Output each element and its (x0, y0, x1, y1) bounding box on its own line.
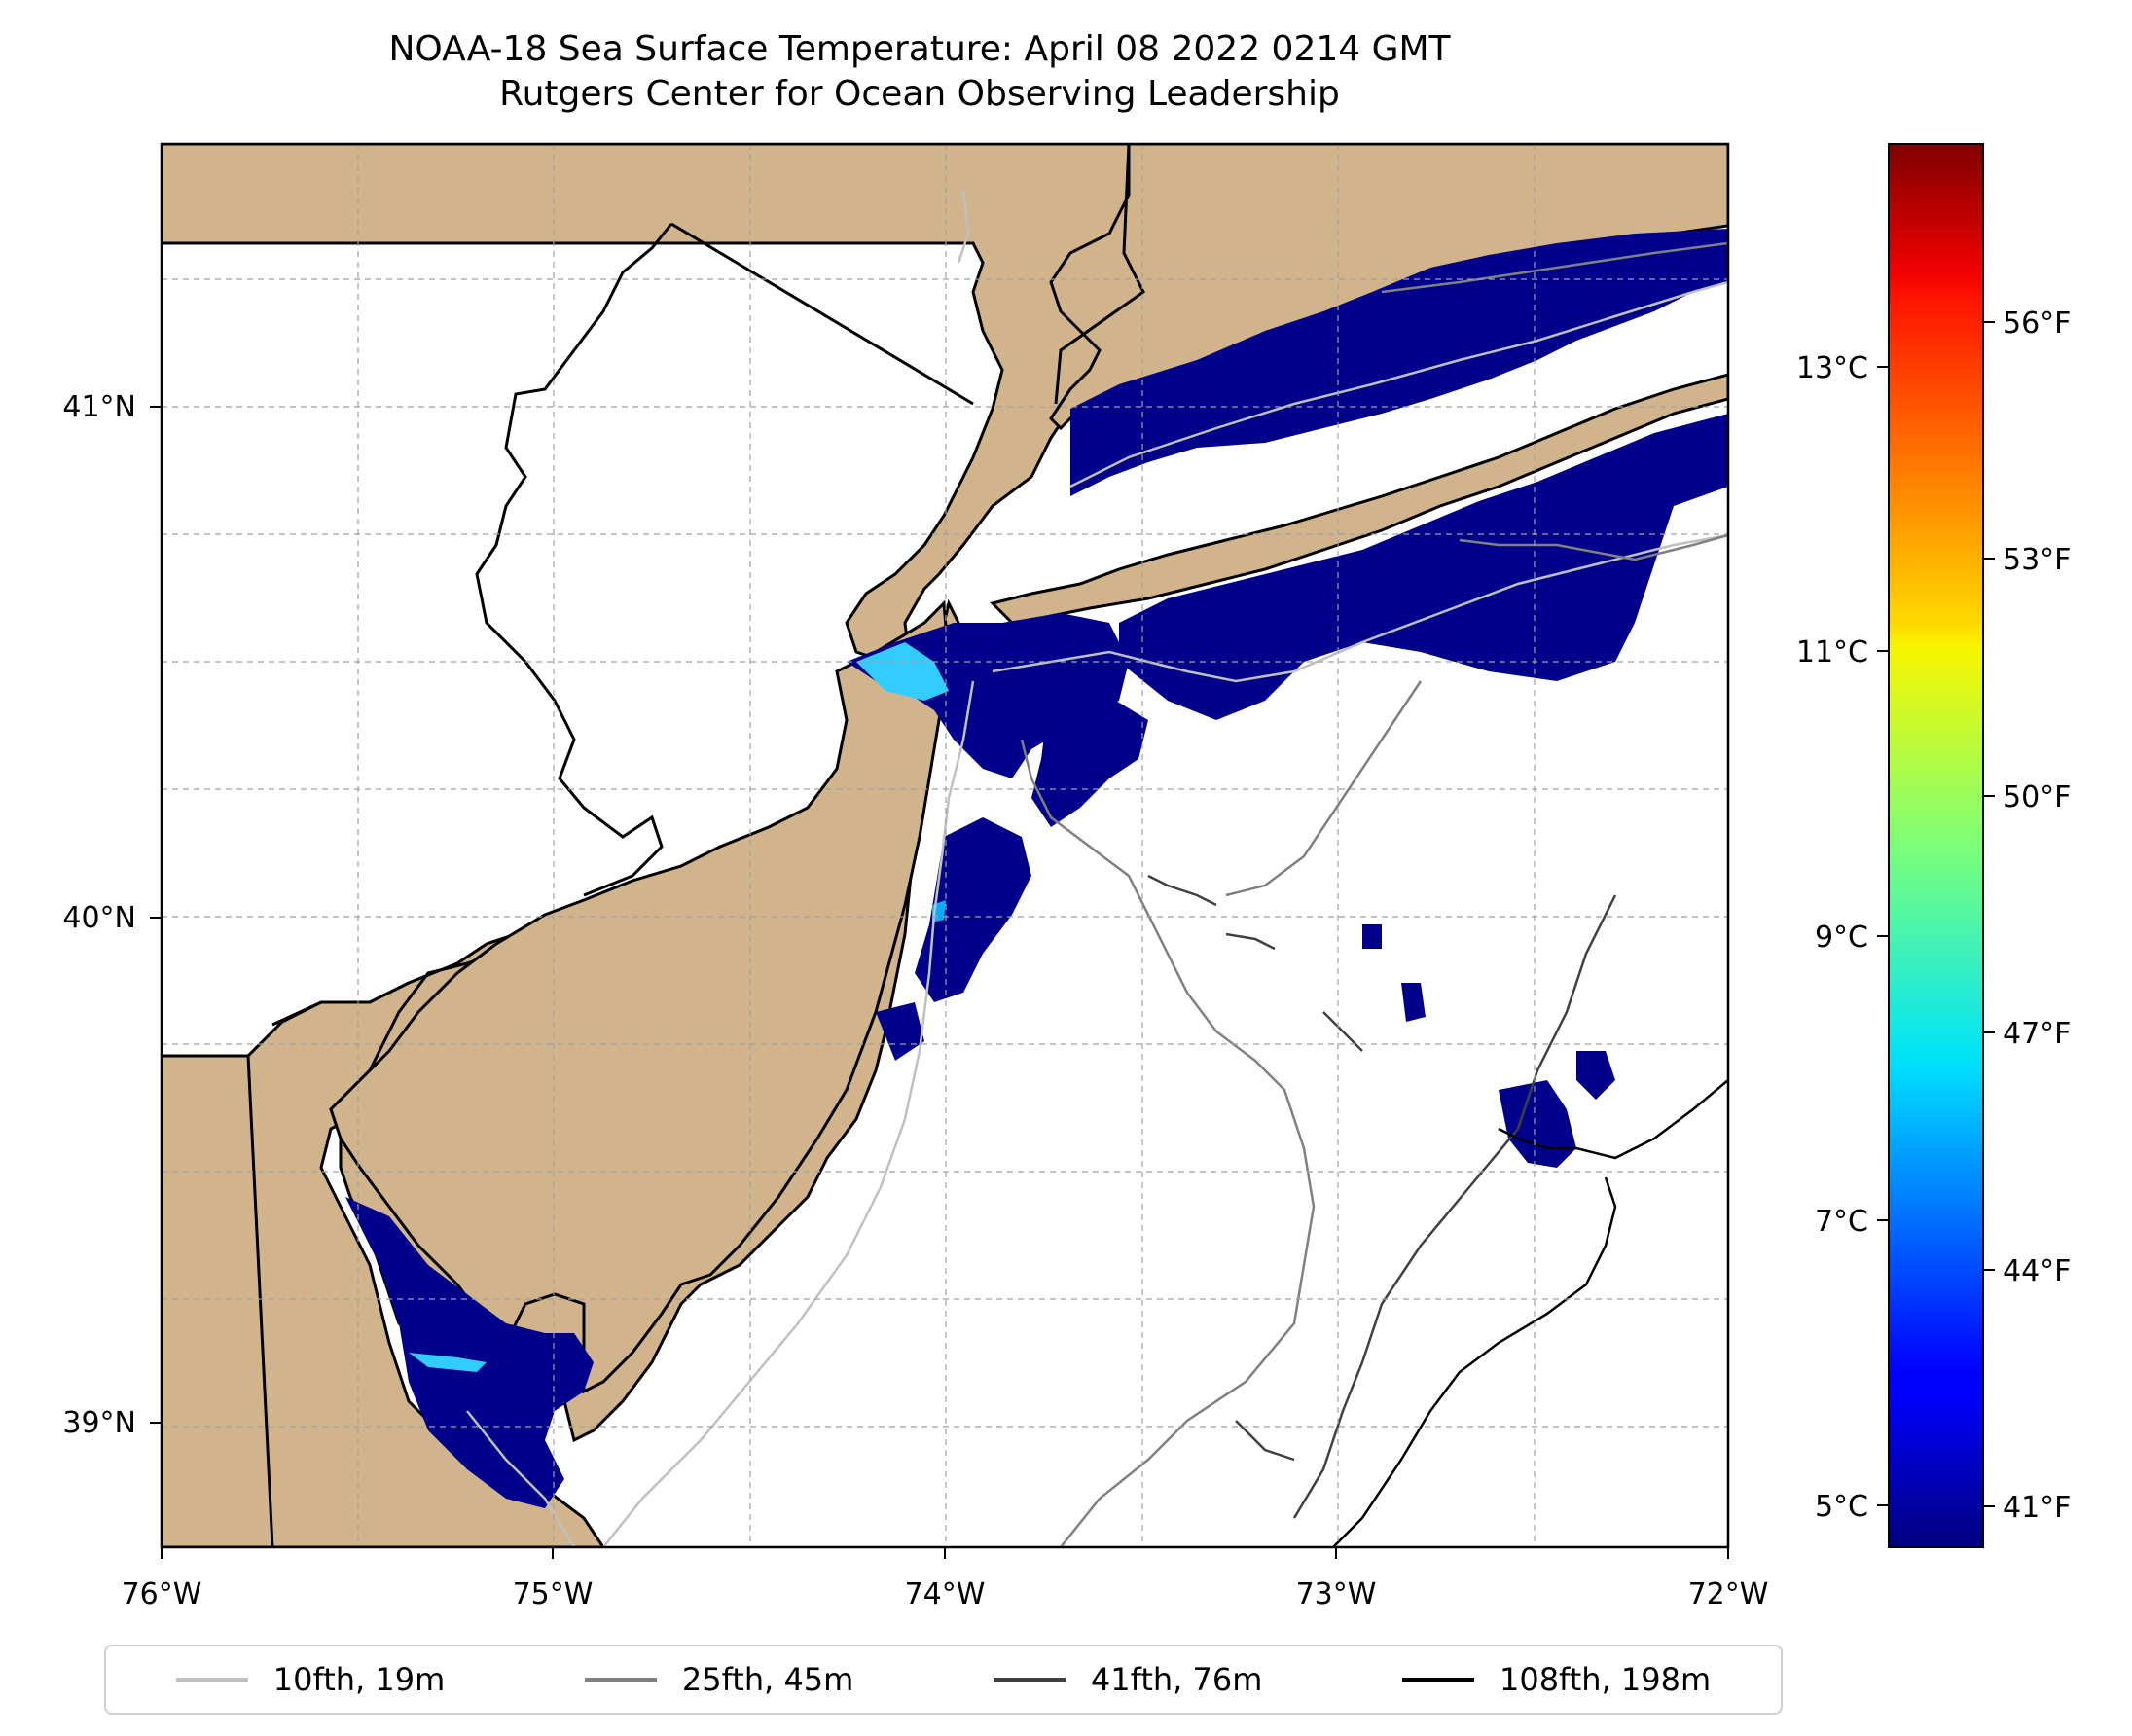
fahrenheit-tick: 50°F (2003, 780, 2071, 814)
celsius-tick: 7°C (1815, 1205, 1868, 1239)
longitude-labels: 76°W 75°W 74°W 73°W 72°W (122, 1577, 1769, 1611)
fahrenheit-tick: 44°F (2003, 1254, 2071, 1288)
lat-label: 40°N (62, 901, 136, 935)
sst-li-sound (1070, 229, 1728, 496)
map-panel (162, 144, 1728, 1547)
sst-nj-coast-south (876, 1002, 924, 1061)
lat-label: 39°N (62, 1406, 136, 1440)
isobath-10fth (466, 189, 1728, 1547)
isobath-108fth (1332, 1079, 1728, 1547)
title-line-2: Rutgers Center for Ocean Observing Leade… (499, 74, 1340, 114)
lon-label: 75°W (513, 1577, 594, 1611)
legend-label: 10fth, 19m (272, 1661, 446, 1698)
axis-ticks (150, 406, 1729, 1559)
lon-label: 76°W (122, 1577, 202, 1611)
colorbar-gradient (1888, 143, 1984, 1548)
legend-swatch (584, 1678, 657, 1682)
state-borders (162, 144, 1145, 1547)
sst-warm-patch-bay (409, 1353, 487, 1372)
legend-label: 108fth, 198m (1499, 1661, 1712, 1698)
title-line-1: NOAA-18 Sea Surface Temperature: April 0… (388, 29, 1451, 69)
legend-label: 41fth, 76m (1090, 1661, 1263, 1698)
latitude-labels: 41°N 40°N 39°N (62, 390, 136, 1440)
isobath-legend: 10fth, 19m 25fth, 45m 41fth, 76m 108fth,… (104, 1645, 1783, 1715)
sst-warm-patch-harbor (856, 642, 949, 701)
sst-data (345, 229, 1728, 1508)
gridlines (162, 144, 1728, 1547)
legend-item-108fth: 108fth, 198m (1401, 1661, 1712, 1698)
celsius-tick: 11°C (1796, 635, 1868, 669)
lat-label: 41°N (62, 390, 136, 424)
colorbar: 5°C 7°C 9°C 11°C 13°C 41°F 44°F 47°F 50°… (1796, 143, 2071, 1548)
lon-label: 72°W (1688, 1577, 1769, 1611)
land-long-island (990, 373, 1728, 625)
sst-li-south (1119, 414, 1728, 720)
sst-nj-inshore (1031, 681, 1148, 827)
sst-delaware-bay (345, 1197, 594, 1508)
legend-swatch (1401, 1678, 1474, 1682)
celsius-tick: 5°C (1815, 1490, 1868, 1524)
map-title: NOAA-18 Sea Surface Temperature: April 0… (0, 27, 1839, 117)
fahrenheit-tick: 53°F (2003, 543, 2071, 577)
legend-swatch (993, 1678, 1066, 1682)
legend-swatch (175, 1678, 248, 1682)
celsius-tick: 9°C (1815, 921, 1868, 955)
legend-item-41fth: 41fth, 76m (993, 1661, 1263, 1698)
fahrenheit-tick: 47°F (2003, 1017, 2071, 1051)
legend-item-25fth: 25fth, 45m (584, 1661, 854, 1698)
sst-offshore-blob-4 (1362, 924, 1382, 949)
legend-item-10fth: 10fth, 19m (175, 1661, 446, 1698)
isobath-41fth (1147, 874, 1617, 1519)
sst-offshore-blob (1499, 1080, 1576, 1168)
sst-offshore-blob-3 (1401, 983, 1426, 1022)
sst-nj-coast (915, 817, 1031, 1002)
fahrenheit-tick: 56°F (2003, 307, 2071, 341)
fahrenheit-tick: 41°F (2003, 1491, 2071, 1525)
lon-label: 74°W (905, 1577, 986, 1611)
lon-label: 73°W (1296, 1577, 1377, 1611)
sst-offshore-blob-2 (1576, 1051, 1615, 1100)
legend-label: 25fth, 45m (681, 1661, 854, 1698)
isobath-25fth (1020, 241, 1728, 1547)
celsius-tick: 13°C (1796, 351, 1868, 385)
